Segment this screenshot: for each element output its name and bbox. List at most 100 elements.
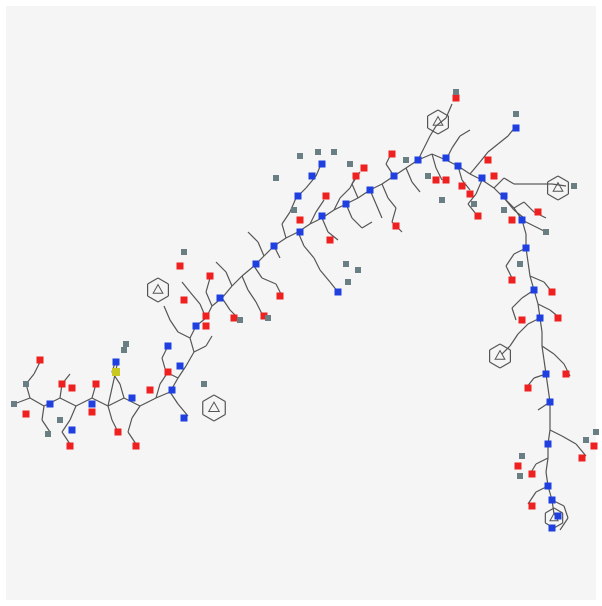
nitrogen-atom [544,482,552,490]
nitrogen-atom [168,386,176,394]
oxygen-atom [562,370,570,378]
oxygen-atom [202,312,210,320]
nitrogen-atom [542,370,550,378]
hydrogen-atom [345,279,351,285]
bond-line [467,203,477,215]
bond-layer [13,103,587,531]
sulfur-atom [112,368,120,376]
bond-line [435,167,443,181]
oxygen-atom [578,454,586,462]
bond-line [107,405,113,421]
oxygen-atom [322,192,330,200]
hydrogen-atom [517,261,523,267]
oxygen-atom [458,182,466,190]
bond-line [563,505,569,519]
nitrogen-atom [554,512,562,520]
bond-line [157,277,169,285]
bond-line [281,211,291,225]
bond-line [127,431,137,445]
bond-line [561,435,577,445]
nitrogen-atom [68,426,76,434]
bond-line [381,183,389,199]
bond-line [147,277,159,285]
bond-line [215,261,227,273]
oxygen-atom [484,156,492,164]
aromatic-ring-marker [432,115,444,126]
oxygen-atom [230,314,238,322]
bond-line [513,201,525,209]
oxygen-atom [114,428,122,436]
bond-line [131,405,141,419]
oxygen-atom [66,442,74,450]
bond-line [339,187,351,199]
nitrogen-atom [128,394,136,402]
hydrogen-atom [121,347,127,353]
bond-line [431,153,437,169]
bond-line [489,361,501,369]
bond-line [213,394,226,403]
atom-layer [11,89,599,532]
bond-line [231,275,243,287]
bond-line [545,457,549,473]
bond-line [459,129,471,137]
nitrogen-atom [442,154,450,162]
bond-line [155,383,161,399]
oxygen-atom [58,380,66,388]
aromatic-ring-marker [552,181,564,192]
oxygen-atom [490,172,498,180]
bond-line [185,351,195,367]
bond-line [527,261,531,277]
bond-line [241,265,255,277]
bond-line [549,429,563,437]
hydrogen-atom [331,149,337,155]
bond-line [575,443,587,457]
hydrogen-atom [355,267,361,273]
nitrogen-atom [334,288,342,296]
bond-line [69,405,77,421]
oxygen-atom [548,288,556,296]
nitrogen-atom [216,294,224,302]
bond-line [405,167,413,183]
bond-line [493,177,505,189]
hydrogen-atom [583,437,589,443]
bond-line [497,135,509,145]
bond-line [281,223,287,239]
nitrogen-atom [518,216,526,224]
bond-line [257,241,265,257]
bond-line [202,413,215,422]
bond-line [177,403,189,417]
oxygen-atom [474,212,482,220]
oxygen-atom [514,462,522,470]
bond-line [205,277,211,293]
aromatic-ring-marker [494,349,506,360]
oxygen-atom [260,312,268,320]
bond-line [285,231,299,239]
nitrogen-atom [192,322,200,330]
oxygen-atom [92,380,100,388]
nitrogen-atom [548,496,556,504]
nitrogen-atom [112,358,120,366]
oxygen-atom [88,408,96,416]
nitrogen-atom [88,400,96,408]
bond-line [177,365,187,379]
nitrogen-atom [530,286,538,294]
nitrogen-atom [164,342,172,350]
bond-line [557,193,569,201]
oxygen-atom [146,386,154,394]
bond-line [527,491,537,505]
bond-line [91,397,109,407]
hydrogen-atom [517,473,523,479]
nitrogen-atom [414,156,422,164]
nitrogen-atom [294,192,302,200]
bond-line [309,211,317,225]
bond-line [221,285,233,299]
oxygen-atom [68,384,76,392]
bond-line [119,383,125,399]
bond-line [487,143,499,153]
hydrogen-atom [593,429,599,435]
oxygen-atom [360,164,368,172]
bond-line [61,419,71,433]
bond-line [319,269,331,283]
